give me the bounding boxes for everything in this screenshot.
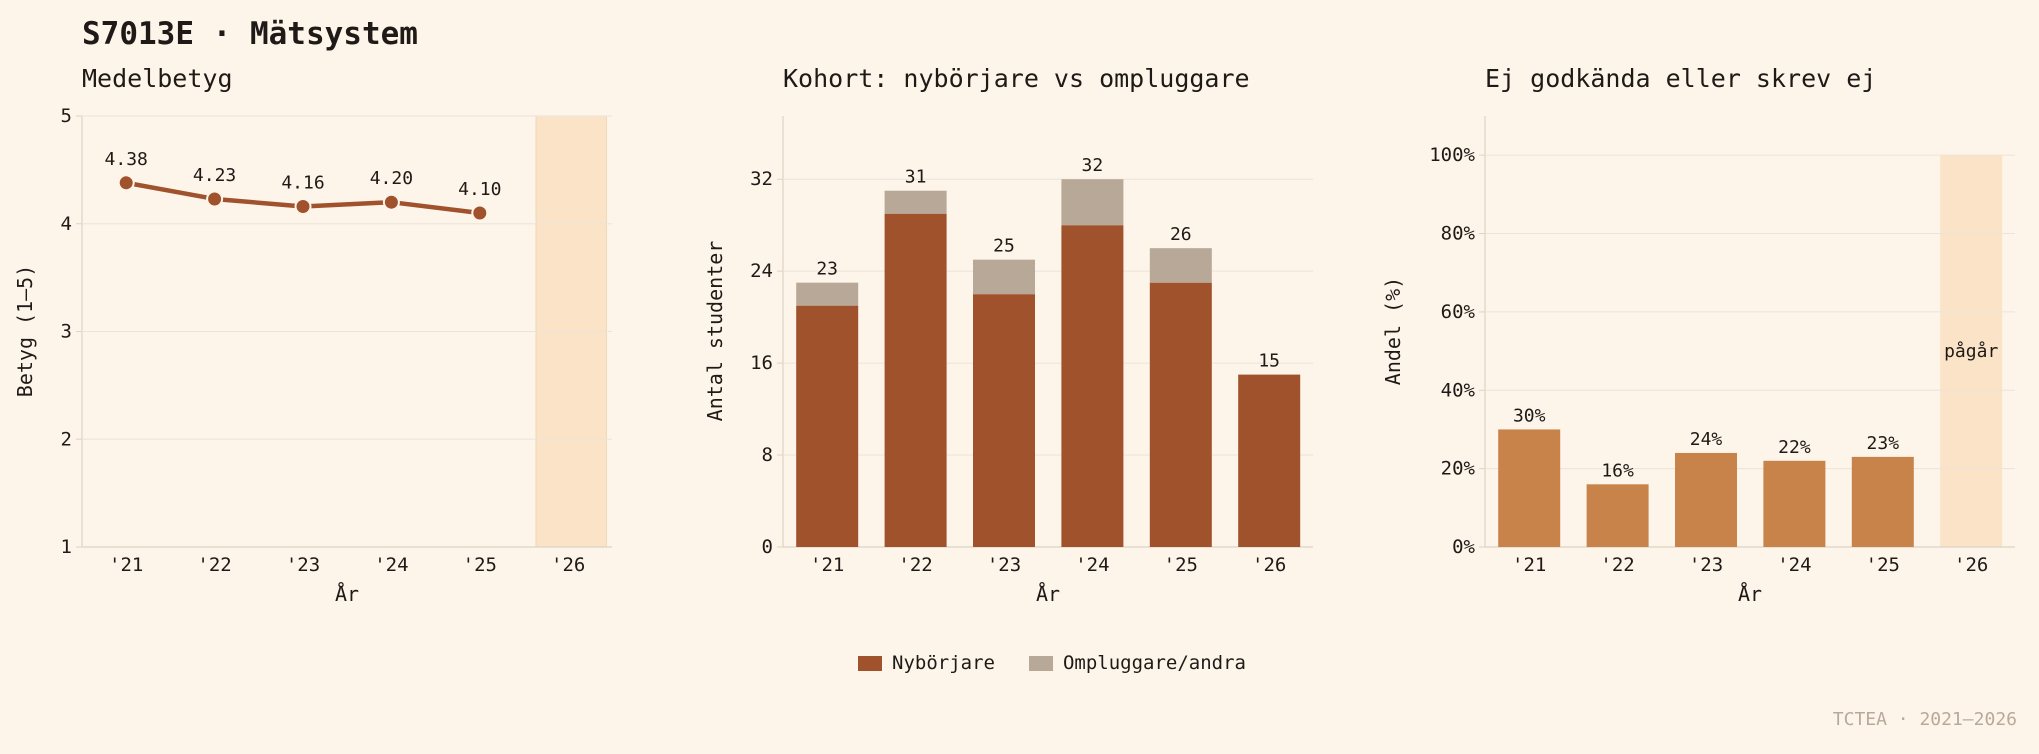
y-tick-label: 40% bbox=[1441, 379, 1476, 401]
x-tick-label: '21 bbox=[109, 554, 143, 576]
x-tick-label: '21 bbox=[1512, 554, 1546, 576]
x-axis-label: År bbox=[1738, 582, 1762, 606]
footer-credit: TCTEA · 2021–2026 bbox=[1832, 709, 2017, 730]
x-tick-label: '25 bbox=[463, 554, 497, 576]
legend-swatch-repeaters bbox=[1028, 655, 1053, 671]
data-point bbox=[206, 190, 224, 208]
page-title: S7013E · Mätsystem bbox=[82, 16, 418, 52]
data-label: 4.23 bbox=[193, 165, 236, 186]
legend-label-newcomers: Nybörjare bbox=[892, 652, 995, 674]
y-tick-label: 5 bbox=[61, 105, 72, 127]
y-tick-label: 1 bbox=[61, 536, 72, 558]
x-tick-label: '23 bbox=[987, 554, 1021, 576]
ongoing-label: pågår bbox=[1944, 341, 1998, 362]
bar-newcomers bbox=[1238, 374, 1301, 547]
data-point bbox=[294, 198, 312, 216]
bar-newcomers bbox=[1061, 225, 1124, 548]
x-tick-label: '24 bbox=[1075, 554, 1109, 576]
bar-newcomers bbox=[796, 305, 859, 547]
legend-item-newcomers: Nybörjare bbox=[858, 652, 995, 674]
bar-newcomers bbox=[973, 294, 1035, 547]
x-tick-label: '23 bbox=[286, 554, 320, 576]
y-tick-label: 8 bbox=[762, 444, 773, 466]
panel-title-cohort: Kohort: nybörjare vs ompluggare bbox=[783, 64, 1250, 93]
y-tick-label: 16 bbox=[750, 352, 773, 374]
legend-swatch-newcomers bbox=[858, 655, 882, 671]
y-tick-label: 100% bbox=[1429, 144, 1475, 166]
fail-rate-bar bbox=[1675, 452, 1737, 547]
bar-total-label: 31 bbox=[905, 167, 927, 188]
x-tick-label: '21 bbox=[810, 554, 844, 576]
y-tick-label: 3 bbox=[61, 321, 72, 343]
bar-newcomers bbox=[884, 213, 947, 547]
bar-value-label: 22% bbox=[1778, 437, 1811, 458]
x-tick-label: '26 bbox=[1252, 554, 1286, 576]
bar-value-label: 16% bbox=[1601, 460, 1634, 481]
bar-total-label: 25 bbox=[993, 236, 1015, 257]
x-tick-label: '26 bbox=[551, 554, 585, 576]
x-axis-label: År bbox=[335, 582, 359, 606]
legend: Nybörjare Ompluggare/andra bbox=[858, 652, 1246, 674]
bar-repeaters bbox=[796, 282, 859, 306]
y-tick-label: 0% bbox=[1452, 536, 1475, 558]
data-point bbox=[117, 174, 135, 192]
data-label: 4.10 bbox=[458, 179, 501, 200]
y-tick-label: 32 bbox=[750, 168, 773, 190]
x-tick-label: '23 bbox=[1689, 554, 1723, 576]
x-tick-label: '25 bbox=[1866, 554, 1900, 576]
x-axis-label: År bbox=[1036, 582, 1060, 606]
fail-rate-bar bbox=[1498, 429, 1561, 547]
x-tick-label: '22 bbox=[898, 554, 932, 576]
fail-rate-bar bbox=[1763, 460, 1826, 547]
data-label: 4.20 bbox=[370, 168, 413, 189]
y-axis-label: Andel (%) bbox=[1381, 277, 1405, 385]
bar-total-label: 23 bbox=[816, 259, 838, 280]
bar-total-label: 15 bbox=[1258, 351, 1280, 372]
bar-newcomers bbox=[1149, 282, 1212, 547]
bar-repeaters bbox=[884, 190, 947, 214]
legend-item-repeaters: Ompluggare/andra bbox=[1028, 652, 1246, 674]
bar-value-label: 30% bbox=[1513, 405, 1546, 426]
panel-title-fail-rate: Ej godkända eller skrev ej bbox=[1485, 64, 1877, 93]
x-tick-label: '24 bbox=[374, 554, 408, 576]
x-tick-label: '24 bbox=[1777, 554, 1811, 576]
x-tick-label: '22 bbox=[1600, 554, 1634, 576]
y-tick-label: 24 bbox=[750, 260, 773, 282]
bar-total-label: 32 bbox=[1082, 155, 1104, 176]
legend-label-repeaters: Ompluggare/andra bbox=[1062, 652, 1246, 674]
data-label: 4.16 bbox=[281, 173, 324, 194]
panel-title-mean-grade: Medelbetyg bbox=[82, 64, 233, 93]
y-tick-label: 0 bbox=[762, 536, 773, 558]
x-tick-label: '22 bbox=[197, 554, 231, 576]
bar-value-label: 24% bbox=[1690, 429, 1723, 450]
y-tick-label: 4 bbox=[61, 213, 72, 235]
data-point bbox=[471, 204, 489, 222]
bar-value-label: 23% bbox=[1867, 433, 1900, 454]
x-tick-label: '25 bbox=[1164, 554, 1198, 576]
data-point bbox=[382, 193, 400, 211]
y-axis-label: Betyg (1–5) bbox=[13, 265, 37, 397]
bar-repeaters bbox=[973, 259, 1035, 295]
data-label: 4.38 bbox=[105, 149, 148, 170]
ongoing-band bbox=[1940, 155, 2003, 547]
bar-repeaters bbox=[1061, 179, 1124, 226]
bar-total-label: 26 bbox=[1170, 224, 1192, 245]
y-axis-label: Antal studenter bbox=[703, 241, 727, 422]
fail-rate-bar bbox=[1851, 456, 1914, 547]
y-tick-label: 20% bbox=[1441, 458, 1476, 480]
x-tick-label: '26 bbox=[1954, 554, 1988, 576]
y-tick-label: 80% bbox=[1441, 223, 1476, 245]
y-tick-label: 2 bbox=[61, 428, 72, 450]
fail-rate-bar bbox=[1586, 484, 1649, 547]
bar-repeaters bbox=[1149, 248, 1212, 283]
y-tick-label: 60% bbox=[1441, 301, 1476, 323]
